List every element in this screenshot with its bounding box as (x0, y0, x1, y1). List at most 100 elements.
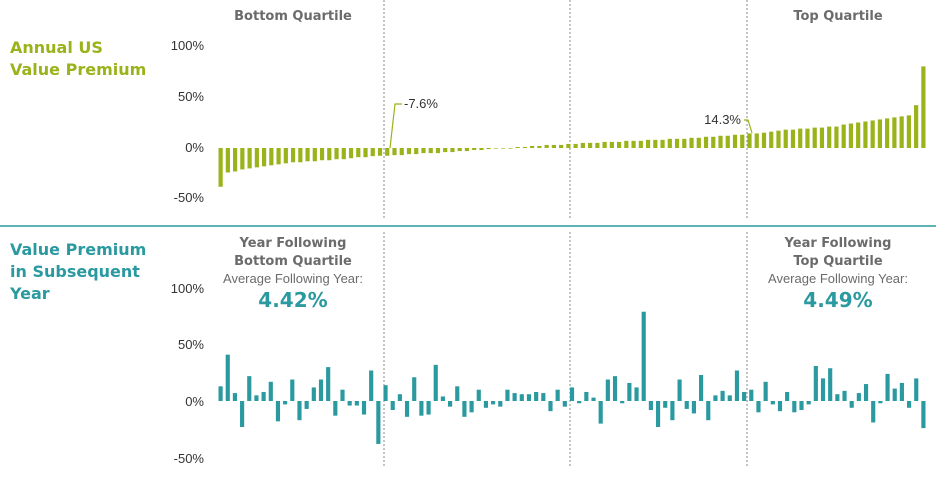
top-bar (892, 117, 897, 148)
bottom-quartile-callout-label: -7.6% (404, 96, 438, 111)
bottom-bar (906, 401, 912, 408)
top-bar (508, 148, 513, 149)
bottom-bar (648, 401, 653, 411)
bottom-bar (254, 395, 259, 401)
top-ytick-label: 100% (171, 38, 205, 53)
bottom-bar (404, 401, 410, 417)
top-bar (711, 136, 716, 148)
bottom-bar (742, 391, 747, 401)
top-bar (906, 115, 911, 148)
top-bar (718, 135, 723, 148)
top-quartile-header: Top Quartile (793, 9, 883, 24)
bottom-bar (777, 401, 783, 412)
bottom-bar (562, 401, 567, 407)
bottom-bar (799, 401, 804, 411)
bottom-bar (655, 401, 661, 427)
top-bar (464, 148, 470, 152)
year-following-top-header-line2: Top Quartile (793, 254, 883, 269)
top-bar (450, 148, 455, 153)
bottom-bar-series (218, 311, 926, 444)
top-bar (856, 122, 861, 148)
top-bar (414, 148, 419, 155)
top-bar (914, 105, 919, 148)
bottom-bar (240, 401, 245, 427)
bottom-bar (505, 389, 510, 401)
bottom-bar (569, 387, 575, 401)
bottom-bar (577, 401, 582, 404)
top-bar (247, 148, 252, 169)
top-bar (261, 148, 267, 167)
top-bar (703, 136, 709, 148)
top-bar (486, 148, 491, 150)
top-bar (783, 129, 788, 148)
top-bar (696, 137, 701, 148)
bottom-bar (792, 401, 797, 413)
bottom-bar (534, 391, 539, 401)
top-bar (276, 148, 281, 165)
top-bar (334, 148, 339, 160)
top-bar (602, 141, 607, 148)
bottom-bar (627, 382, 632, 401)
bottom-quartile-header: Bottom Quartile (234, 9, 352, 24)
bottom-bar (641, 311, 646, 401)
top-average-value: 4.49% (803, 288, 872, 312)
bottom-bar (706, 401, 711, 421)
bottom-bar (397, 394, 402, 401)
bottom-bar (713, 395, 718, 401)
top-bar-series (218, 66, 926, 187)
top-bar (827, 126, 832, 148)
top-bar (522, 146, 528, 148)
top-bar (421, 148, 426, 154)
bottom-bar (871, 401, 876, 423)
top-bar (269, 148, 274, 166)
bottom-bar (469, 401, 474, 413)
top-bar (254, 148, 259, 168)
top-bar (537, 145, 542, 148)
bottom-bar (756, 401, 761, 413)
bottom-bar (304, 401, 309, 409)
top-bar (501, 148, 506, 149)
top-bar (319, 148, 325, 161)
bottom-bar (670, 401, 675, 421)
bottom-bar (770, 401, 775, 405)
bottom-bar (433, 364, 438, 401)
bottom-bar (512, 393, 517, 401)
top-bar (732, 134, 738, 148)
top-bar (225, 148, 230, 173)
bottom-bar (842, 390, 847, 401)
top-bar (305, 148, 310, 162)
bottom-bar (448, 401, 453, 407)
top-bar (443, 148, 448, 153)
year-following-top-header-line1: Year Following (784, 236, 892, 251)
top-bar (566, 143, 571, 148)
bottom-ytick-label: -50% (174, 451, 205, 466)
top-bar (769, 131, 774, 148)
bottom-bar (268, 381, 273, 401)
bottom-bar (390, 401, 395, 411)
top-bar (754, 133, 759, 148)
top-bar (812, 127, 817, 148)
bottom-bar (856, 393, 861, 401)
bottom-bar (620, 401, 625, 404)
top-bar (298, 148, 303, 163)
bottom-bar (498, 401, 503, 407)
bottom-ytick-label: 50% (178, 337, 204, 352)
top-bar (689, 137, 694, 148)
bottom-bar (354, 401, 359, 406)
bottom-bar (663, 401, 668, 408)
bottom-bar (491, 401, 496, 405)
top-bar (653, 139, 658, 148)
top-bar (899, 116, 904, 148)
bottom-bar (734, 370, 740, 401)
top-bar (660, 139, 665, 148)
bottom-bar (699, 375, 704, 401)
bottom-bar (225, 354, 230, 401)
bottom-bar (548, 401, 553, 412)
bottom-ytick-label: 100% (171, 281, 205, 296)
bottom-bar (806, 401, 811, 405)
top-bar (885, 118, 890, 148)
top-bar (573, 143, 578, 148)
top-bar (841, 124, 846, 148)
bottom-bar (290, 379, 295, 401)
